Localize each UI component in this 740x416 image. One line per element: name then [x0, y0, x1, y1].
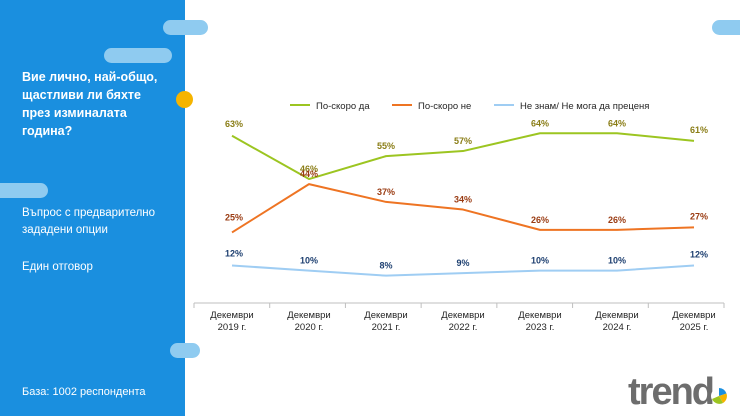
x-tick-label: Декември — [518, 310, 561, 321]
data-label: 10% — [300, 256, 318, 266]
x-tick-label: Декември — [210, 310, 253, 321]
left-panel — [0, 0, 185, 416]
note-options: Въпрос с предварително зададени опции — [22, 207, 156, 236]
x-tick-label: 2024 г. — [603, 322, 632, 333]
data-label: 10% — [608, 256, 626, 266]
x-tick-label: Декември — [287, 310, 330, 321]
question-text: Вие лично, най-общо, щастливи ли бяхте п… — [22, 70, 158, 138]
x-tick-label: 2023 г. — [526, 322, 555, 333]
svg-text:trend: trend — [628, 372, 713, 412]
x-tick-label: 2021 г. — [372, 322, 401, 333]
legend-label: Не знам/ Не мога да преценя — [520, 101, 649, 112]
data-label: 9% — [456, 258, 469, 268]
data-label: 27% — [690, 211, 708, 221]
base-text: База: 1002 респондента — [22, 386, 146, 398]
series-line — [231, 264, 695, 277]
data-label: 12% — [225, 248, 243, 258]
decor-pill-2 — [104, 48, 172, 63]
legend-label: По-скоро да — [316, 101, 370, 112]
trend-logo: trend — [628, 372, 727, 412]
data-label: 34% — [454, 195, 472, 205]
x-tick-label: 2022 г. — [449, 322, 478, 333]
data-label: 26% — [531, 215, 549, 225]
decor-pill-4 — [170, 343, 200, 358]
series-line — [231, 132, 695, 181]
data-label: 12% — [690, 249, 708, 259]
data-label: 8% — [379, 261, 392, 271]
x-tick-label: 2025 г. — [680, 322, 709, 333]
data-label: 55% — [377, 141, 395, 151]
data-label: 44% — [300, 169, 318, 179]
decor-pill-5 — [712, 20, 740, 35]
data-label: 25% — [225, 212, 243, 222]
data-label: 57% — [454, 136, 472, 146]
data-label: 46% — [300, 164, 318, 174]
series-line — [231, 183, 695, 234]
decor-pill-1 — [163, 20, 208, 35]
decor-dot — [176, 91, 193, 108]
x-tick-label: Декември — [672, 310, 715, 321]
x-tick-label: Декември — [364, 310, 407, 321]
decor-pill-3 — [0, 183, 48, 198]
data-label: 63% — [225, 119, 243, 129]
legend-label: По-скоро не — [418, 101, 471, 112]
data-label: 64% — [531, 118, 549, 128]
data-label: 10% — [531, 256, 549, 266]
x-tick-label: Декември — [441, 310, 484, 321]
data-label: 26% — [608, 215, 626, 225]
data-label: 37% — [377, 187, 395, 197]
x-tick-label: 2020 г. — [295, 322, 324, 333]
x-tick-label: 2019 г. — [218, 322, 247, 333]
data-label: 61% — [690, 125, 708, 135]
note-answer: Един отговор — [22, 261, 93, 273]
x-tick-label: Декември — [595, 310, 638, 321]
data-label: 64% — [608, 118, 626, 128]
